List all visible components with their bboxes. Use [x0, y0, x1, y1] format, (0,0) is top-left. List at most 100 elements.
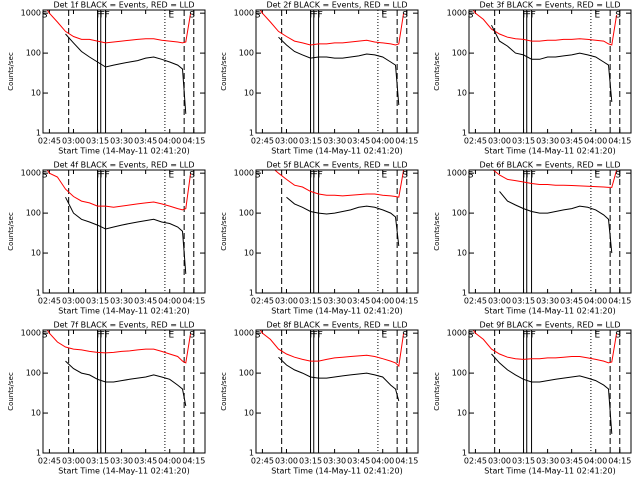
series-line: [65, 33, 187, 114]
event-marker: S: [189, 331, 195, 341]
x-tick-label: 03:30: [110, 137, 133, 146]
chart-title: Det 3f BLACK = Events, RED = LLD: [479, 1, 620, 10]
x-tick-label: 04:15: [608, 297, 631, 306]
event-marker: S: [42, 11, 48, 21]
series-line: [491, 24, 613, 102]
plot-frame: [255, 329, 419, 454]
y-tick-label: 100: [26, 209, 41, 218]
y-tick-label: 10: [244, 409, 254, 418]
event-marker: F: [105, 11, 110, 21]
x-tick-label: 04:00: [371, 137, 394, 146]
y-tick-label: 10: [31, 89, 41, 98]
event-marker: S: [255, 11, 261, 21]
x-tick-label: 02:45: [38, 457, 61, 466]
x-axis-label: Start Time (14-May-11 02:41:20): [58, 147, 189, 156]
x-tick-label: 03:45: [560, 137, 583, 146]
y-tick-label: 100: [26, 369, 41, 378]
event-marker: S: [402, 11, 408, 21]
plot-area: [472, 330, 621, 453]
x-tick-label: 03:15: [299, 457, 322, 466]
event-marker: F: [313, 171, 318, 181]
y-tick-label: 1000: [21, 329, 41, 338]
series-line: [472, 330, 618, 364]
series-line: [46, 170, 192, 211]
event-marker: F: [313, 331, 318, 341]
event-marker: S: [615, 331, 621, 341]
x-tick-label: 03:00: [62, 457, 85, 466]
event-marker: F: [97, 331, 102, 341]
x-tick-label: 04:00: [371, 457, 394, 466]
y-tick-label: 10: [457, 409, 467, 418]
series-line: [491, 353, 613, 434]
x-tick-label: 03:15: [512, 297, 535, 306]
x-axis-label: Start Time (14-May-11 02:41:20): [58, 307, 189, 316]
chart-title: Det 7f BLACK = Events, RED = LLD: [53, 321, 194, 330]
x-tick-label: 04:15: [608, 457, 631, 466]
plot-frame: [42, 9, 206, 134]
x-tick-label: 04:15: [182, 457, 205, 466]
y-tick-label: 10: [457, 89, 467, 98]
x-tick-label: 03:45: [560, 457, 583, 466]
event-marker: F: [105, 331, 110, 341]
y-tick-label: 1000: [234, 329, 254, 338]
x-tick-label: 04:15: [395, 137, 418, 146]
event-marker: F: [310, 171, 315, 181]
plot-area: [259, 10, 408, 133]
panel: Det 7f BLACK = Events, RED = LLD Start Ti…: [7, 321, 206, 476]
event-marker: F: [105, 171, 110, 181]
x-tick-label: 03:45: [347, 137, 370, 146]
y-tick-label: 1: [249, 449, 254, 458]
x-tick-label: 03:30: [323, 297, 346, 306]
x-axis-label: Start Time (14-May-11 02:41:20): [271, 307, 402, 316]
event-marker: F: [313, 11, 318, 21]
plot-area: [46, 170, 195, 293]
panel: Det 1f BLACK = Events, RED = LLD Start Ti…: [7, 1, 206, 156]
panel: Det 6f BLACK = Events, RED = LLD Start Ti…: [433, 161, 632, 316]
event-marker: S: [42, 331, 48, 341]
x-tick-label: 03:00: [275, 137, 298, 146]
x-axis-label: Start Time (14-May-11 02:41:20): [271, 467, 402, 476]
plot-area: [274, 170, 408, 293]
event-marker: S: [189, 171, 195, 181]
series-line: [65, 196, 187, 274]
y-tick-label: 10: [244, 89, 254, 98]
event-marker: F: [318, 331, 323, 341]
event-marker: S: [255, 331, 261, 341]
y-tick-label: 1000: [234, 9, 254, 18]
x-tick-label: 02:45: [464, 137, 487, 146]
y-tick-label: 1: [36, 449, 41, 458]
x-tick-label: 03:00: [275, 297, 298, 306]
series-line: [46, 10, 192, 44]
y-axis-label: Counts/sec: [433, 212, 441, 251]
x-axis-label: Start Time (14-May-11 02:41:20): [58, 467, 189, 476]
plot-area: [46, 330, 195, 453]
event-marker: F: [531, 171, 536, 181]
x-tick-label: 03:30: [110, 297, 133, 306]
y-tick-label: 1000: [447, 9, 467, 18]
y-tick-label: 1: [462, 289, 467, 298]
x-tick-label: 03:15: [86, 137, 109, 146]
series-line: [259, 10, 405, 46]
plot-area: [46, 10, 195, 133]
panel: Det 4f BLACK = Events, RED = LLD Start Ti…: [7, 161, 206, 316]
x-tick-label: 03:00: [488, 137, 511, 146]
y-axis-label: Counts/sec: [220, 212, 228, 251]
event-marker: F: [310, 11, 315, 21]
event-marker: S: [615, 171, 621, 181]
x-tick-label: 03:45: [347, 297, 370, 306]
y-tick-label: 1: [36, 289, 41, 298]
y-tick-label: 1: [249, 289, 254, 298]
y-tick-label: 100: [26, 49, 41, 58]
x-tick-label: 03:45: [560, 297, 583, 306]
x-tick-label: 04:15: [395, 457, 418, 466]
plot-frame: [42, 329, 206, 454]
event-marker: F: [100, 171, 105, 181]
x-tick-label: 03:30: [323, 137, 346, 146]
x-tick-label: 03:15: [86, 297, 109, 306]
x-tick-label: 03:30: [536, 297, 559, 306]
event-marker: E: [594, 331, 600, 341]
plot-frame: [468, 329, 632, 454]
chart-title: Det 2f BLACK = Events, RED = LLD: [266, 1, 407, 10]
x-tick-label: 04:15: [395, 297, 418, 306]
